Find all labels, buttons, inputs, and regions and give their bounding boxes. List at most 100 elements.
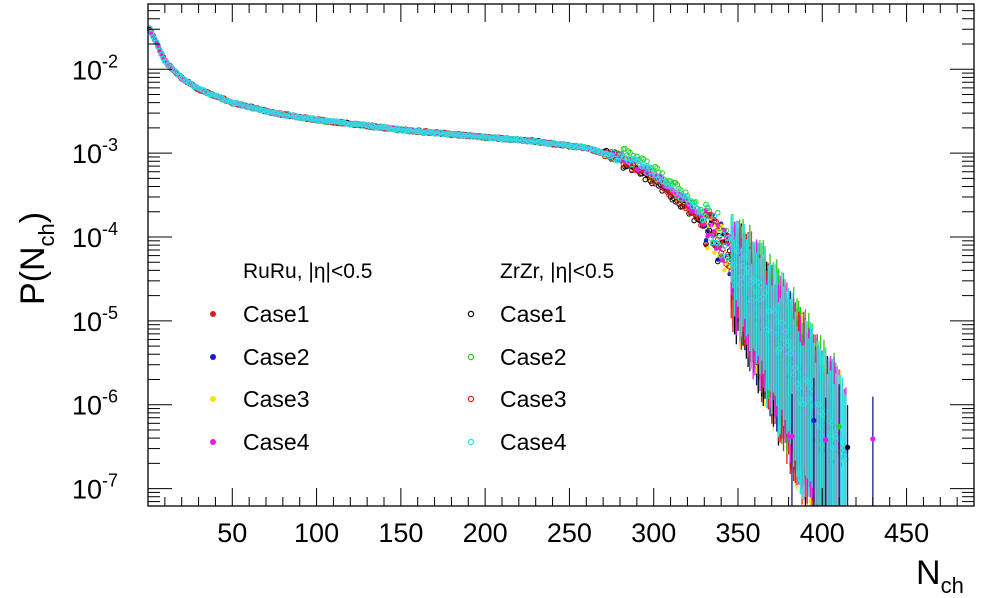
data-layer (146, 25, 876, 506)
data-point (789, 433, 795, 439)
data-point (408, 128, 414, 135)
data-point (435, 130, 441, 137)
y-tick-exponent: -3 (102, 135, 118, 155)
data-point (389, 126, 396, 133)
data-point (702, 222, 707, 227)
y-axis-ticks (148, 3, 974, 503)
data-point (610, 149, 617, 156)
legend-label-zrzr-case1: Case1 (500, 301, 566, 327)
data-point (870, 436, 876, 442)
data-point (637, 162, 644, 168)
legend-label-zrzr-case4: Case4 (500, 429, 567, 455)
x-tick-label: 300 (631, 518, 676, 548)
x-tick-label: 400 (800, 518, 845, 548)
data-point (681, 203, 687, 210)
data-point (688, 197, 694, 204)
legend-marker-ruru-case3 (210, 396, 216, 402)
legend-marker-zrzr-case4 (467, 438, 475, 446)
data-point (559, 142, 566, 148)
data-point (288, 112, 295, 119)
x-tick-label: 50 (217, 518, 247, 548)
data-point (627, 149, 633, 156)
y-axis-label-prefix: P(N (14, 246, 52, 305)
y-tick-base: 10 (72, 307, 102, 337)
data-point (714, 240, 721, 247)
legend-marker-zrzr-case3 (467, 395, 475, 403)
x-axis-label-base: N (916, 554, 941, 592)
data-point (703, 241, 709, 247)
legend-marker-ruru-case4 (210, 439, 216, 445)
data-point (693, 199, 699, 205)
data-point (425, 128, 431, 135)
data-point (708, 223, 714, 228)
data-point (698, 209, 704, 216)
data-point (446, 130, 453, 137)
data-point (711, 213, 718, 219)
data-point (317, 118, 323, 124)
data-point (650, 169, 657, 175)
data-point (458, 131, 465, 138)
y-tick-label: 10-6 (72, 387, 118, 421)
data-point (285, 113, 291, 120)
data-point (623, 156, 630, 162)
data-point (720, 258, 726, 263)
data-point (708, 213, 714, 219)
data-point (723, 253, 730, 259)
data-point (714, 258, 721, 265)
legend-marker-zrzr-case1 (467, 310, 475, 318)
y-tick-label: 10-2 (72, 51, 118, 85)
data-point (532, 138, 539, 144)
legend-label-zrzr-case2: Case2 (500, 344, 566, 370)
y-tick-base: 10 (72, 391, 102, 421)
legend-marker-zrzr-case2 (467, 353, 475, 361)
legend-label-zrzr-case3: Case3 (500, 386, 566, 412)
legend-header-ruru: RuRu, |η|<0.5 (243, 260, 372, 283)
data-point (722, 227, 727, 233)
data-point (462, 132, 468, 139)
y-tick-label: 10-4 (72, 219, 118, 253)
x-tick-label: 350 (715, 518, 760, 548)
legend-label-ruru-case2: Case2 (243, 344, 309, 370)
y-tick-exponent: -4 (102, 219, 118, 239)
data-point (620, 146, 627, 152)
data-point (312, 115, 318, 122)
data-point (735, 248, 741, 255)
data-point (703, 211, 709, 218)
data-point (642, 176, 649, 183)
data-point (657, 173, 664, 179)
data-point (705, 245, 710, 251)
data-point (730, 235, 736, 242)
data-point (676, 189, 682, 195)
data-point (706, 222, 713, 229)
y-tick-label: 10-5 (72, 303, 118, 337)
data-point (647, 165, 654, 172)
data-point (716, 234, 723, 241)
data-point (629, 161, 635, 168)
data-point (320, 117, 327, 123)
data-point (725, 251, 731, 258)
y-tick-base: 10 (72, 55, 102, 85)
data-point (707, 232, 712, 238)
data-point (844, 444, 851, 450)
y-tick-exponent: -2 (102, 51, 118, 71)
data-point (722, 267, 727, 273)
data-point (644, 158, 650, 165)
data-point (715, 222, 720, 228)
data-point (720, 231, 726, 238)
data-point (712, 250, 717, 255)
x-tick-label: 450 (884, 518, 929, 548)
data-point (332, 118, 338, 125)
data-point (823, 437, 829, 443)
y-tick-base: 10 (72, 223, 102, 253)
legend-marker-ruru-case2 (210, 354, 216, 360)
data-point (703, 214, 709, 220)
data-point (704, 204, 711, 210)
legend-label-ruru-case3: Case3 (243, 386, 309, 412)
legend-header-zrzr: ZrZr, |η|<0.5 (500, 260, 614, 283)
data-point (575, 143, 581, 150)
x-axis-label: Nch (916, 554, 964, 598)
y-axis-tick-labels: 10-210-310-410-510-610-7 (72, 51, 118, 504)
data-point (539, 139, 546, 145)
x-tick-label: 100 (294, 518, 339, 548)
y-tick-base: 10 (72, 475, 102, 505)
